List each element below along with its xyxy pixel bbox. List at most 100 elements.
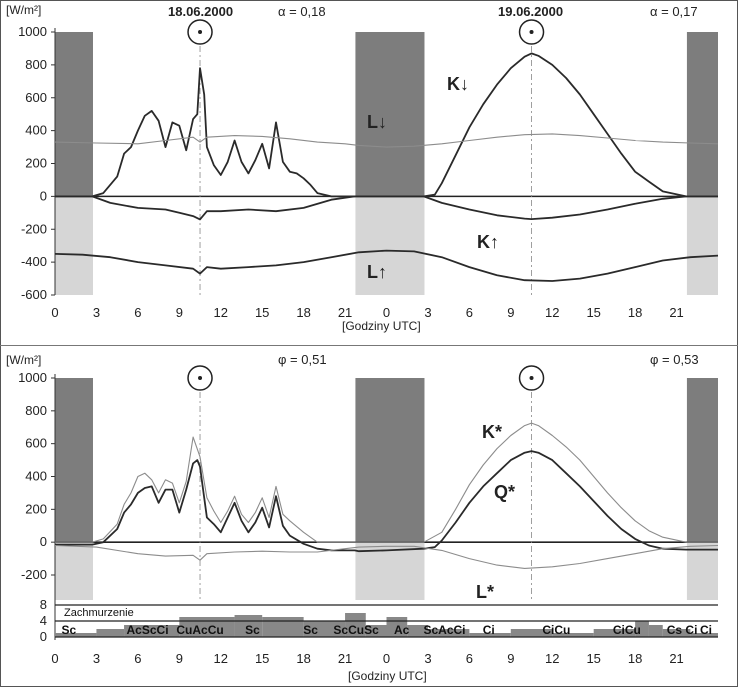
- cloud-cover-bar: [303, 621, 346, 637]
- x-tick-label: 9: [507, 305, 514, 320]
- x-tick-label: 12: [214, 305, 228, 320]
- cloud-cover-bar: [124, 625, 180, 637]
- y-tick-label: 400: [25, 469, 47, 484]
- cloud-cover-bar: [510, 629, 553, 637]
- y-tick-label: 600: [25, 90, 47, 105]
- series-line: [54, 249, 719, 282]
- x-tick-label: 0: [383, 305, 390, 320]
- top-x-axis-label: [Godziny UTC]: [342, 319, 421, 333]
- bottom-panel: 1000 800 600 400 200 0 -200 0 3 6 9 12 15 18 21 0 3 6 9 12 1…: [18, 365, 719, 666]
- cloud-cover-bar: [179, 617, 235, 637]
- y-tick-label: 600: [25, 436, 47, 451]
- y-tick-label: -400: [21, 254, 47, 269]
- bottom-x-axis-label: [Godziny UTC]: [348, 669, 427, 683]
- x-tick-label: 9: [507, 651, 514, 666]
- series-line: [54, 544, 719, 569]
- x-tick-label: 12: [214, 651, 228, 666]
- cloud-type-label: Cs Ci: [667, 623, 698, 637]
- sun-icon-center: [198, 30, 203, 34]
- series-label: Q*: [494, 482, 515, 502]
- cloud-panel-title: Zachmurzenie: [64, 607, 134, 619]
- bottom-y-unit-label: [W/m²]: [6, 353, 41, 367]
- cloud-type-label: Sc: [245, 623, 260, 637]
- cloud-type-label: Ac: [394, 623, 410, 637]
- cloud-cover-bar: [593, 629, 636, 637]
- y-tick-label: 800: [25, 403, 47, 418]
- x-tick-label: 6: [134, 651, 141, 666]
- series-label: L↓: [367, 112, 387, 132]
- x-tick-label: 15: [586, 305, 600, 320]
- night-shade-lower: [686, 196, 718, 295]
- cloud-cover-bar: [55, 633, 97, 637]
- series-line: [55, 450, 718, 553]
- night-shade-lower: [55, 542, 93, 600]
- cloud-y-tick-label: 0: [40, 629, 47, 644]
- night-shade-upper: [686, 378, 718, 543]
- y-tick-label: 200: [25, 501, 47, 516]
- cloud-cover-bar: [690, 633, 718, 637]
- cloud-y-tick-label: 8: [40, 597, 47, 612]
- x-tick-label: 21: [338, 305, 352, 320]
- cloud-cover-bar: [345, 613, 366, 637]
- series-line: [55, 422, 718, 543]
- cloud-cover-bar: [635, 621, 649, 637]
- x-tick-label: 15: [586, 651, 600, 666]
- top-albedo-1: α = 0,18: [278, 4, 326, 19]
- bottom-param-1: φ = 0,51: [278, 352, 327, 367]
- series-line: [55, 52, 718, 198]
- top-panel: 1000 800 600 400 200 0 -200 -400 -600 0 3 6 9 12 15 18 2…: [18, 19, 719, 320]
- cloud-type-label: CuAcCu: [176, 623, 223, 637]
- sun-icon-center: [198, 376, 203, 380]
- top-date-1: 18.06.2000: [168, 4, 233, 19]
- y-tick-label: 200: [25, 156, 47, 171]
- y-tick-label: 1000: [18, 370, 47, 385]
- y-tick-label: -200: [21, 567, 47, 582]
- night-shade-upper: [55, 378, 93, 543]
- cloud-cover-bar: [648, 625, 663, 637]
- series-label: K↑: [477, 232, 499, 252]
- x-tick-label: 18: [296, 651, 310, 666]
- panel-divider: [0, 345, 738, 346]
- x-tick-label: 6: [466, 651, 473, 666]
- night-shade-lower: [355, 196, 425, 295]
- cloud-type-label: AcScCi: [127, 623, 169, 637]
- y-tick-label: 0: [40, 534, 47, 549]
- x-tick-label: 0: [51, 305, 58, 320]
- series-line: [55, 195, 718, 221]
- x-tick-label: 18: [628, 305, 642, 320]
- cloud-cover-bar: [552, 633, 594, 637]
- x-tick-label: 21: [669, 651, 683, 666]
- y-tick-label: 0: [40, 188, 47, 203]
- x-tick-label: 9: [176, 651, 183, 666]
- series-label: L*: [476, 582, 494, 602]
- cloud-type-label: Ci: [700, 623, 712, 637]
- y-tick-label: 400: [25, 123, 47, 138]
- x-tick-label: 3: [93, 651, 100, 666]
- sun-icon-center: [529, 376, 534, 380]
- x-tick-label: 6: [134, 305, 141, 320]
- cloud-cover-bar: [386, 617, 408, 637]
- cloud-cover-bar: [365, 625, 387, 637]
- sun-icon-center: [529, 30, 534, 34]
- y-tick-label: 1000: [18, 24, 47, 39]
- night-shade-upper: [355, 378, 425, 543]
- cloud-cover-bar: [662, 629, 691, 637]
- cloud-cover-bar: [469, 633, 511, 637]
- x-tick-label: 6: [466, 305, 473, 320]
- top-y-unit-label: [W/m²]: [6, 3, 41, 17]
- cloud-type-label: CiCu: [542, 623, 570, 637]
- x-tick-label: 12: [545, 651, 559, 666]
- x-tick-label: 0: [51, 651, 58, 666]
- cloud-panel: 840 Sc AcScCi CuAcCu Sc Sc ScCuSc Ac ScAcCi Ci CiC…: [40, 597, 718, 644]
- x-tick-label: 12: [545, 305, 559, 320]
- cloud-type-label: ScAcCi: [423, 623, 465, 637]
- cloud-cover-bar: [407, 625, 428, 637]
- series-label: K↓: [447, 74, 469, 94]
- x-tick-label: 0: [383, 651, 390, 666]
- cloud-cover-bar: [96, 629, 125, 637]
- y-tick-label: 800: [25, 57, 47, 72]
- x-tick-label: 3: [424, 305, 431, 320]
- x-tick-label: 9: [176, 305, 183, 320]
- night-shade-lower: [55, 196, 93, 295]
